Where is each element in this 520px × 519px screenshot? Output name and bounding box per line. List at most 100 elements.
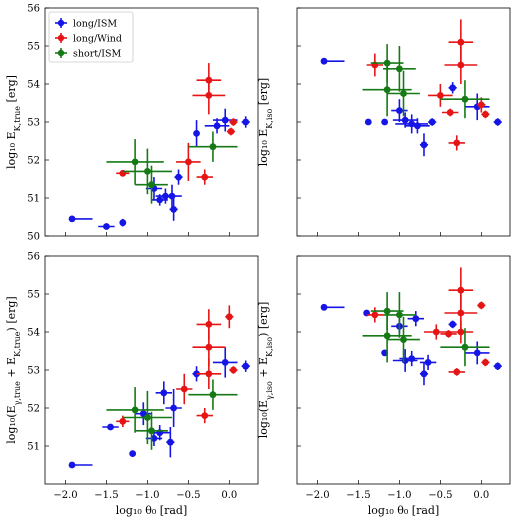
x-tick-label: 0.0 xyxy=(221,490,237,501)
data-point xyxy=(180,385,188,393)
data-point xyxy=(461,95,469,103)
y-tick-label: 53 xyxy=(27,118,40,129)
y-axis-label: log₁₀(Eγ,true + EK,true) [erg] xyxy=(5,296,22,443)
y-tick-label: 50 xyxy=(27,232,40,243)
data-point xyxy=(371,311,379,319)
data-point xyxy=(227,128,235,135)
data-point xyxy=(184,158,192,166)
data-point xyxy=(457,286,465,294)
data-point xyxy=(209,391,217,399)
data-point xyxy=(482,111,489,118)
data-point xyxy=(213,122,221,130)
y-tick-label: 54 xyxy=(27,80,40,91)
y-tick-label: 52 xyxy=(27,404,40,415)
y-tick-label: 54 xyxy=(27,328,40,339)
data-point xyxy=(449,84,457,92)
y-tick-label: 52 xyxy=(27,156,40,167)
data-point xyxy=(457,61,465,69)
data-point xyxy=(461,343,469,351)
data-point xyxy=(230,118,237,126)
y-tick-label: 53 xyxy=(27,366,40,377)
data-point xyxy=(205,343,213,351)
data-point xyxy=(201,412,209,419)
legend: long/ISM long/Wind short/ISM xyxy=(48,11,134,63)
x-axis-label: log₁₀ θ₀ [rad] xyxy=(368,504,439,517)
axes-frame xyxy=(296,255,511,485)
legend-box xyxy=(48,11,134,63)
data-point xyxy=(477,101,485,109)
data-point xyxy=(383,86,391,94)
data-point xyxy=(148,427,155,435)
data-point xyxy=(408,355,416,362)
data-point xyxy=(170,404,178,412)
y-axis-label: log₁₀ EK,iso [erg] xyxy=(257,78,274,166)
data-point xyxy=(446,109,454,116)
x-tick-label: −1.5 xyxy=(346,490,370,501)
data-point xyxy=(131,406,139,414)
y-tick-label: 51 xyxy=(27,442,40,453)
data-point xyxy=(383,332,391,340)
data-point xyxy=(166,438,174,446)
legend-marker xyxy=(57,34,65,42)
data-point xyxy=(414,122,421,130)
data-point xyxy=(396,107,403,114)
data-point xyxy=(201,173,209,181)
data-point xyxy=(381,118,389,126)
panel-3: 51 52 53 54 55 56 −2.0 −1.5 −1.0 −0.5 0.0 log₁₀(Eγ,… xyxy=(5,252,259,517)
data-point xyxy=(494,362,502,370)
x-tick-label: −0.5 xyxy=(176,490,200,501)
data-point xyxy=(424,359,432,366)
x-axis-label: log₁₀ θ₀ [rad] xyxy=(116,504,187,517)
panel-2: log₁₀ EK,iso [erg] xyxy=(257,7,511,237)
data-point xyxy=(436,92,444,99)
data-point xyxy=(193,130,200,137)
data-point xyxy=(457,309,465,317)
panel-4: −2.0 −1.5 −1.0 −0.5 0.0 log₁₀(Eγ,iso + EK,iso… xyxy=(257,255,511,517)
data-point xyxy=(119,219,127,227)
data-point xyxy=(103,223,110,230)
data-point xyxy=(320,303,328,311)
data-point xyxy=(221,359,229,366)
x-tick-label: 0.0 xyxy=(473,490,489,501)
data-point xyxy=(144,414,151,421)
data-point xyxy=(482,359,489,366)
data-point xyxy=(205,321,213,328)
data-point xyxy=(205,370,213,378)
data-point xyxy=(144,168,151,175)
data-point xyxy=(242,118,250,126)
data-point xyxy=(68,461,76,469)
data-point xyxy=(320,57,328,65)
data-point xyxy=(175,173,182,181)
data-point xyxy=(457,38,465,46)
y-tick-label: 56 xyxy=(27,252,40,263)
data-point xyxy=(412,315,420,323)
data-point xyxy=(225,313,233,321)
data-point xyxy=(401,116,409,124)
y-tick-label: 55 xyxy=(27,42,40,53)
data-point xyxy=(473,349,481,357)
data-point xyxy=(494,118,502,126)
data-point xyxy=(68,215,76,223)
y-tick-label: 51 xyxy=(27,194,40,205)
data-point xyxy=(170,206,178,213)
data-point xyxy=(205,92,213,99)
y-axis-label: log₁₀ EK,true [erg] xyxy=(5,75,22,169)
data-point xyxy=(400,336,407,343)
data-point xyxy=(396,311,403,319)
x-tick-label: −1.0 xyxy=(135,490,159,501)
data-point xyxy=(242,362,250,370)
data-point xyxy=(221,116,229,124)
legend-marker xyxy=(57,19,65,27)
data-point xyxy=(230,366,237,374)
x-tick-label: −2.0 xyxy=(305,490,329,501)
data-point xyxy=(432,328,440,336)
data-point xyxy=(420,370,428,378)
x-tick-label: −1.0 xyxy=(387,490,411,501)
y-tick-label: 55 xyxy=(27,290,40,301)
data-point xyxy=(453,368,461,376)
data-point xyxy=(129,450,137,457)
data-point xyxy=(119,417,127,425)
data-point xyxy=(156,196,164,204)
legend-label: short/ISM xyxy=(73,49,122,60)
data-point xyxy=(428,118,436,126)
